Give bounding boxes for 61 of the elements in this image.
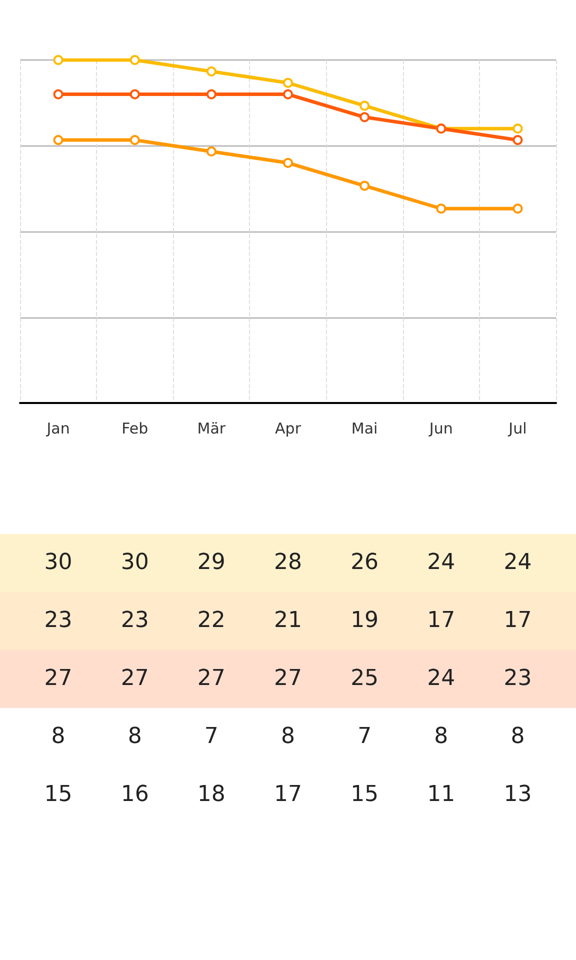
point	[130, 135, 140, 146]
point	[512, 204, 523, 214]
point	[53, 135, 64, 146]
point	[130, 89, 140, 100]
point	[436, 204, 446, 214]
point	[130, 55, 140, 65]
data-label: 24	[502, 549, 533, 577]
point	[283, 158, 293, 168]
data-label: 23	[502, 665, 533, 693]
text: 16	[120, 781, 150, 809]
point	[512, 124, 523, 134]
text: 11	[426, 781, 456, 809]
text: 8	[433, 723, 450, 751]
data-label: 27	[43, 665, 74, 693]
text: 13	[502, 781, 533, 809]
x-tick-label: Mär	[197, 420, 226, 438]
text: 15	[350, 781, 380, 809]
point	[512, 135, 523, 146]
x-tick-label: Mai	[351, 420, 378, 438]
text: 8	[50, 723, 66, 751]
point	[360, 180, 370, 191]
text: 17	[273, 781, 303, 809]
point	[283, 89, 293, 100]
data-label: 22	[196, 607, 226, 635]
data-label: 26	[350, 549, 380, 577]
x-tick-label: Jan	[46, 420, 70, 438]
data-label: 23	[43, 607, 74, 635]
x-tick-label: Apr	[275, 420, 302, 438]
data-label: 17	[502, 607, 533, 635]
text: 18	[196, 781, 226, 809]
data-label: 24	[426, 665, 456, 693]
data-label: 28	[273, 549, 303, 577]
data-label: 30	[43, 549, 74, 577]
text: 8	[126, 723, 143, 751]
data-label: 29	[196, 549, 226, 577]
data-label: 21	[273, 607, 303, 635]
x-tick-label: Jun	[428, 420, 453, 438]
point	[283, 78, 293, 88]
point	[360, 100, 370, 111]
text: 8	[280, 723, 296, 751]
point	[53, 89, 64, 100]
x-tick-label: Jul	[508, 420, 527, 438]
x-tick-label: Feb	[122, 420, 148, 438]
data-label: 23	[120, 607, 150, 635]
text: 7	[356, 723, 373, 751]
point	[206, 146, 216, 156]
text: 15	[43, 781, 74, 809]
text: 7	[203, 723, 220, 751]
data-label: 19	[350, 607, 380, 635]
data-label: 30	[120, 549, 150, 577]
text: 8	[510, 723, 526, 751]
data-label: 27	[273, 665, 303, 693]
data-label: 27	[120, 665, 150, 693]
data-label: 24	[426, 549, 456, 577]
point	[360, 112, 370, 122]
point	[206, 89, 216, 100]
point	[206, 66, 216, 76]
data-label: 25	[350, 665, 380, 693]
data-label: 27	[196, 665, 226, 693]
point	[53, 55, 64, 65]
data-label: 17	[426, 607, 456, 635]
